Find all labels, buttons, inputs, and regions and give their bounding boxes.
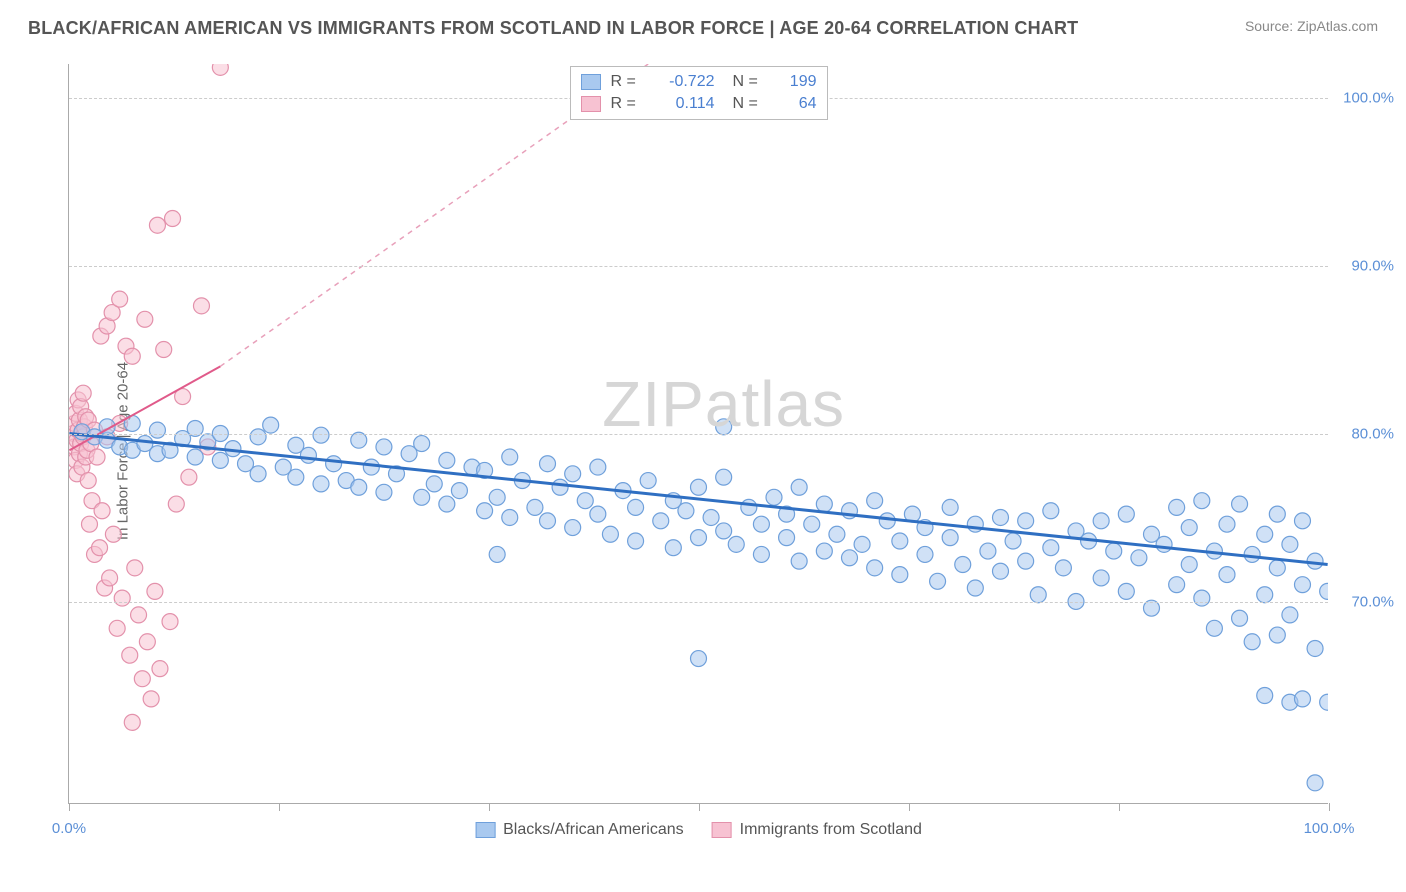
- chart-container: In Labor Force | Age 20-64 ZIPatlas R = …: [48, 56, 1378, 846]
- source-attribution: Source: ZipAtlas.com: [1245, 18, 1378, 34]
- legend-n-pink: 64: [777, 95, 817, 113]
- gridline-h: [69, 266, 1328, 267]
- y-tick-label: 80.0%: [1351, 426, 1394, 443]
- legend-item-pink: Immigrants from Scotland: [712, 821, 922, 839]
- legend-row-pink: R = 0.114 N = 64: [581, 93, 817, 115]
- swatch-pink: [712, 822, 732, 838]
- swatch-blue: [581, 74, 601, 90]
- legend-row-blue: R = -0.722 N = 199: [581, 71, 817, 93]
- watermark: ZIPatlas: [602, 367, 845, 441]
- x-tick: [279, 803, 280, 811]
- legend-n-label: N =: [733, 73, 767, 91]
- swatch-pink: [581, 96, 601, 112]
- y-tick-label: 70.0%: [1351, 594, 1394, 611]
- correlation-legend: R = -0.722 N = 199 R = 0.114 N = 64: [570, 66, 828, 120]
- legend-n-blue: 199: [777, 73, 817, 91]
- watermark-thin: atlas: [705, 368, 845, 440]
- x-tick: [1119, 803, 1120, 811]
- swatch-blue: [475, 822, 495, 838]
- x-tick: [1329, 803, 1330, 811]
- y-tick-label: 100.0%: [1343, 89, 1394, 106]
- plot-area: ZIPatlas R = -0.722 N = 199 R = 0.114 N …: [68, 64, 1328, 804]
- x-tick: [699, 803, 700, 811]
- legend-r-pink: 0.114: [655, 95, 715, 113]
- legend-item-blue: Blacks/African Americans: [475, 821, 684, 839]
- x-tick: [489, 803, 490, 811]
- x-tick: [909, 803, 910, 811]
- watermark-bold: ZIP: [602, 368, 705, 440]
- legend-r-label: R =: [611, 95, 645, 113]
- x-tick-label: 100.0%: [1304, 820, 1355, 837]
- y-tick-label: 90.0%: [1351, 257, 1394, 274]
- gridline-h: [69, 434, 1328, 435]
- legend-n-label: N =: [733, 95, 767, 113]
- x-tick: [69, 803, 70, 811]
- legend-label-blue: Blacks/African Americans: [503, 821, 684, 839]
- legend-r-blue: -0.722: [655, 73, 715, 91]
- legend-r-label: R =: [611, 73, 645, 91]
- legend-label-pink: Immigrants from Scotland: [740, 821, 922, 839]
- gridline-h: [69, 602, 1328, 603]
- x-tick-label: 0.0%: [52, 820, 86, 837]
- chart-title: BLACK/AFRICAN AMERICAN VS IMMIGRANTS FRO…: [28, 18, 1078, 39]
- series-legend: Blacks/African Americans Immigrants from…: [475, 821, 922, 839]
